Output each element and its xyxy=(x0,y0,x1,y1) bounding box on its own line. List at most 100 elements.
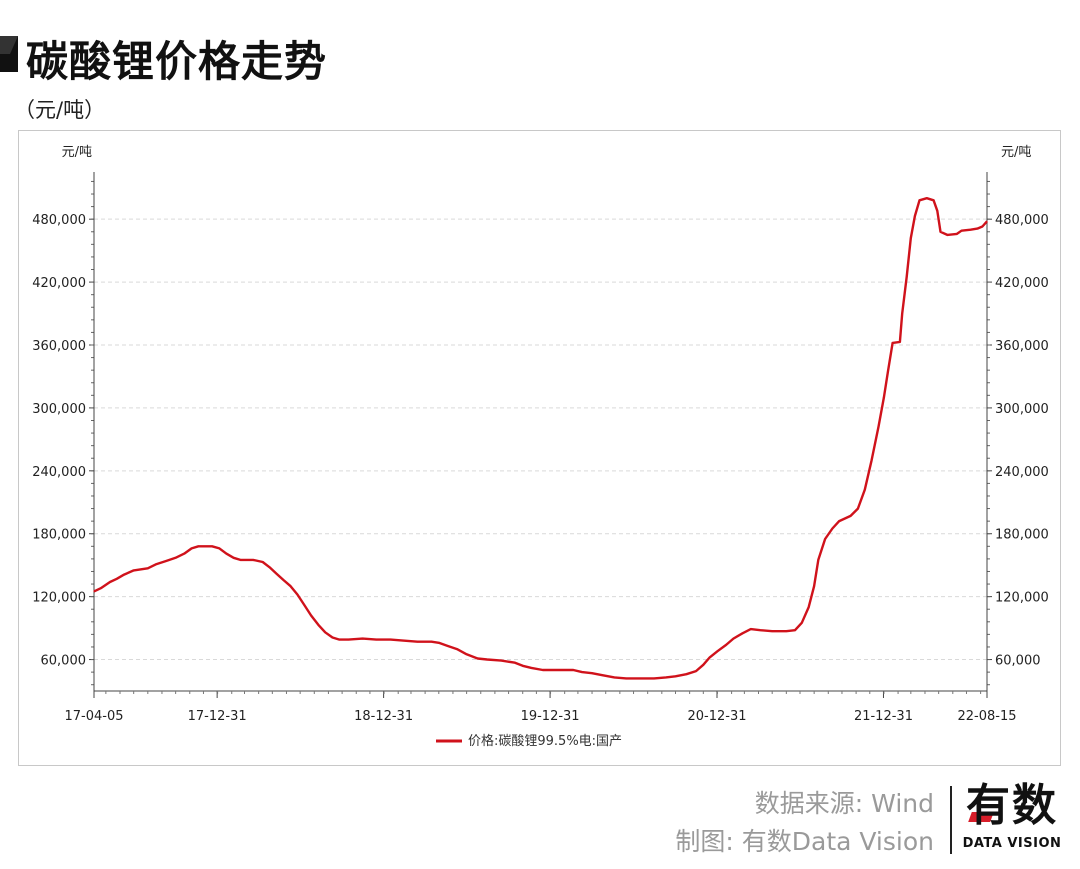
data-point xyxy=(93,590,95,592)
data-point xyxy=(685,673,688,675)
data-point xyxy=(850,515,852,517)
data-point xyxy=(817,559,819,561)
data-point xyxy=(750,628,752,630)
data-point xyxy=(282,579,284,581)
data-point xyxy=(331,636,334,639)
data-point xyxy=(918,199,921,201)
data-point xyxy=(824,538,826,540)
data-point xyxy=(123,574,125,576)
y-tick-label-right: 120,000 xyxy=(995,591,1049,606)
data-point xyxy=(310,614,312,617)
data-point xyxy=(702,664,704,666)
data-point xyxy=(887,370,889,372)
data-point xyxy=(813,585,815,587)
data-point xyxy=(906,276,908,278)
credit-note: 制图: 有数Data Vision xyxy=(675,827,934,856)
data-point xyxy=(936,210,938,212)
data-point xyxy=(926,197,928,199)
data-point xyxy=(709,656,711,659)
data-point xyxy=(416,641,418,643)
data-point xyxy=(147,567,149,569)
data-point xyxy=(362,638,364,640)
data-point xyxy=(871,459,873,461)
title-marker-icon xyxy=(0,36,18,72)
data-point xyxy=(970,229,972,231)
data-point xyxy=(838,520,840,522)
y-tick-label-right: 420,000 xyxy=(995,276,1049,291)
data-point xyxy=(613,676,616,679)
data-point xyxy=(514,662,516,664)
data-point xyxy=(741,632,744,634)
data-point xyxy=(883,396,885,398)
data-point xyxy=(625,677,627,680)
data-point xyxy=(901,312,903,315)
data-point xyxy=(303,604,305,606)
y-axis-title-right: 元/吨 xyxy=(1001,145,1031,160)
unit-label: （元/吨） xyxy=(14,98,106,122)
x-tick-label: 18-12-31 xyxy=(354,709,413,724)
data-point xyxy=(899,341,901,343)
data-point xyxy=(801,622,803,624)
y-tick-label-left: 240,000 xyxy=(32,465,86,480)
data-point xyxy=(500,660,502,662)
data-point xyxy=(477,657,479,660)
legend-label: 价格:碳酸锂99.5%电:国产 xyxy=(468,733,622,749)
series-line-0 xyxy=(93,196,988,680)
data-point xyxy=(530,667,533,669)
data-point xyxy=(430,641,433,643)
data-point xyxy=(981,225,984,228)
data-point xyxy=(100,587,102,589)
x-tick-label: 22-08-15 xyxy=(957,709,1016,724)
data-point xyxy=(446,645,449,647)
y-tick-label-right: 360,000 xyxy=(995,339,1049,354)
data-point xyxy=(116,578,118,580)
data-point xyxy=(665,676,667,679)
data-point xyxy=(716,650,719,652)
data-point xyxy=(262,561,264,563)
x-tick-label: 20-12-31 xyxy=(687,709,746,724)
logo-text: 有数 xyxy=(966,780,1058,831)
data-point xyxy=(466,653,468,655)
data-point xyxy=(269,566,271,568)
data-point xyxy=(191,547,193,549)
data-point xyxy=(910,237,912,239)
data-point xyxy=(324,631,326,633)
data-point xyxy=(914,215,916,217)
data-point xyxy=(252,559,254,561)
data-point xyxy=(771,630,773,632)
data-point xyxy=(857,508,859,510)
data-point xyxy=(275,573,277,575)
data-point xyxy=(674,675,677,677)
data-point xyxy=(602,674,604,676)
y-tick-label-right: 480,000 xyxy=(995,213,1049,228)
data-point xyxy=(290,585,292,587)
data-point xyxy=(404,640,406,642)
y-tick-label-left: 120,000 xyxy=(32,591,86,606)
data-point xyxy=(239,559,241,561)
source-note: 数据来源: Wind xyxy=(754,789,934,818)
y-tick-label-left: 60,000 xyxy=(41,654,87,669)
data-point xyxy=(165,560,167,562)
data-point xyxy=(956,233,958,235)
y-tick-label-left: 480,000 xyxy=(32,213,86,228)
data-point xyxy=(225,553,227,555)
footer-divider xyxy=(950,786,952,854)
data-point xyxy=(211,545,213,547)
data-point xyxy=(892,342,894,344)
brand-logo: 有数 DATA VISION xyxy=(962,778,1062,858)
data-point xyxy=(933,199,935,201)
data-point xyxy=(522,665,524,667)
data-point xyxy=(317,624,319,626)
y-tick-label-left: 420,000 xyxy=(32,276,86,291)
data-point xyxy=(296,593,298,596)
data-point xyxy=(197,545,199,547)
data-point xyxy=(338,639,340,641)
data-point xyxy=(347,639,350,641)
x-tick-label: 17-12-31 xyxy=(188,709,247,724)
data-point xyxy=(558,669,560,671)
data-point xyxy=(486,658,488,661)
y-axis-title-left: 元/吨 xyxy=(62,145,92,160)
data-point xyxy=(456,648,458,650)
data-point xyxy=(877,426,880,428)
data-point xyxy=(233,557,235,559)
